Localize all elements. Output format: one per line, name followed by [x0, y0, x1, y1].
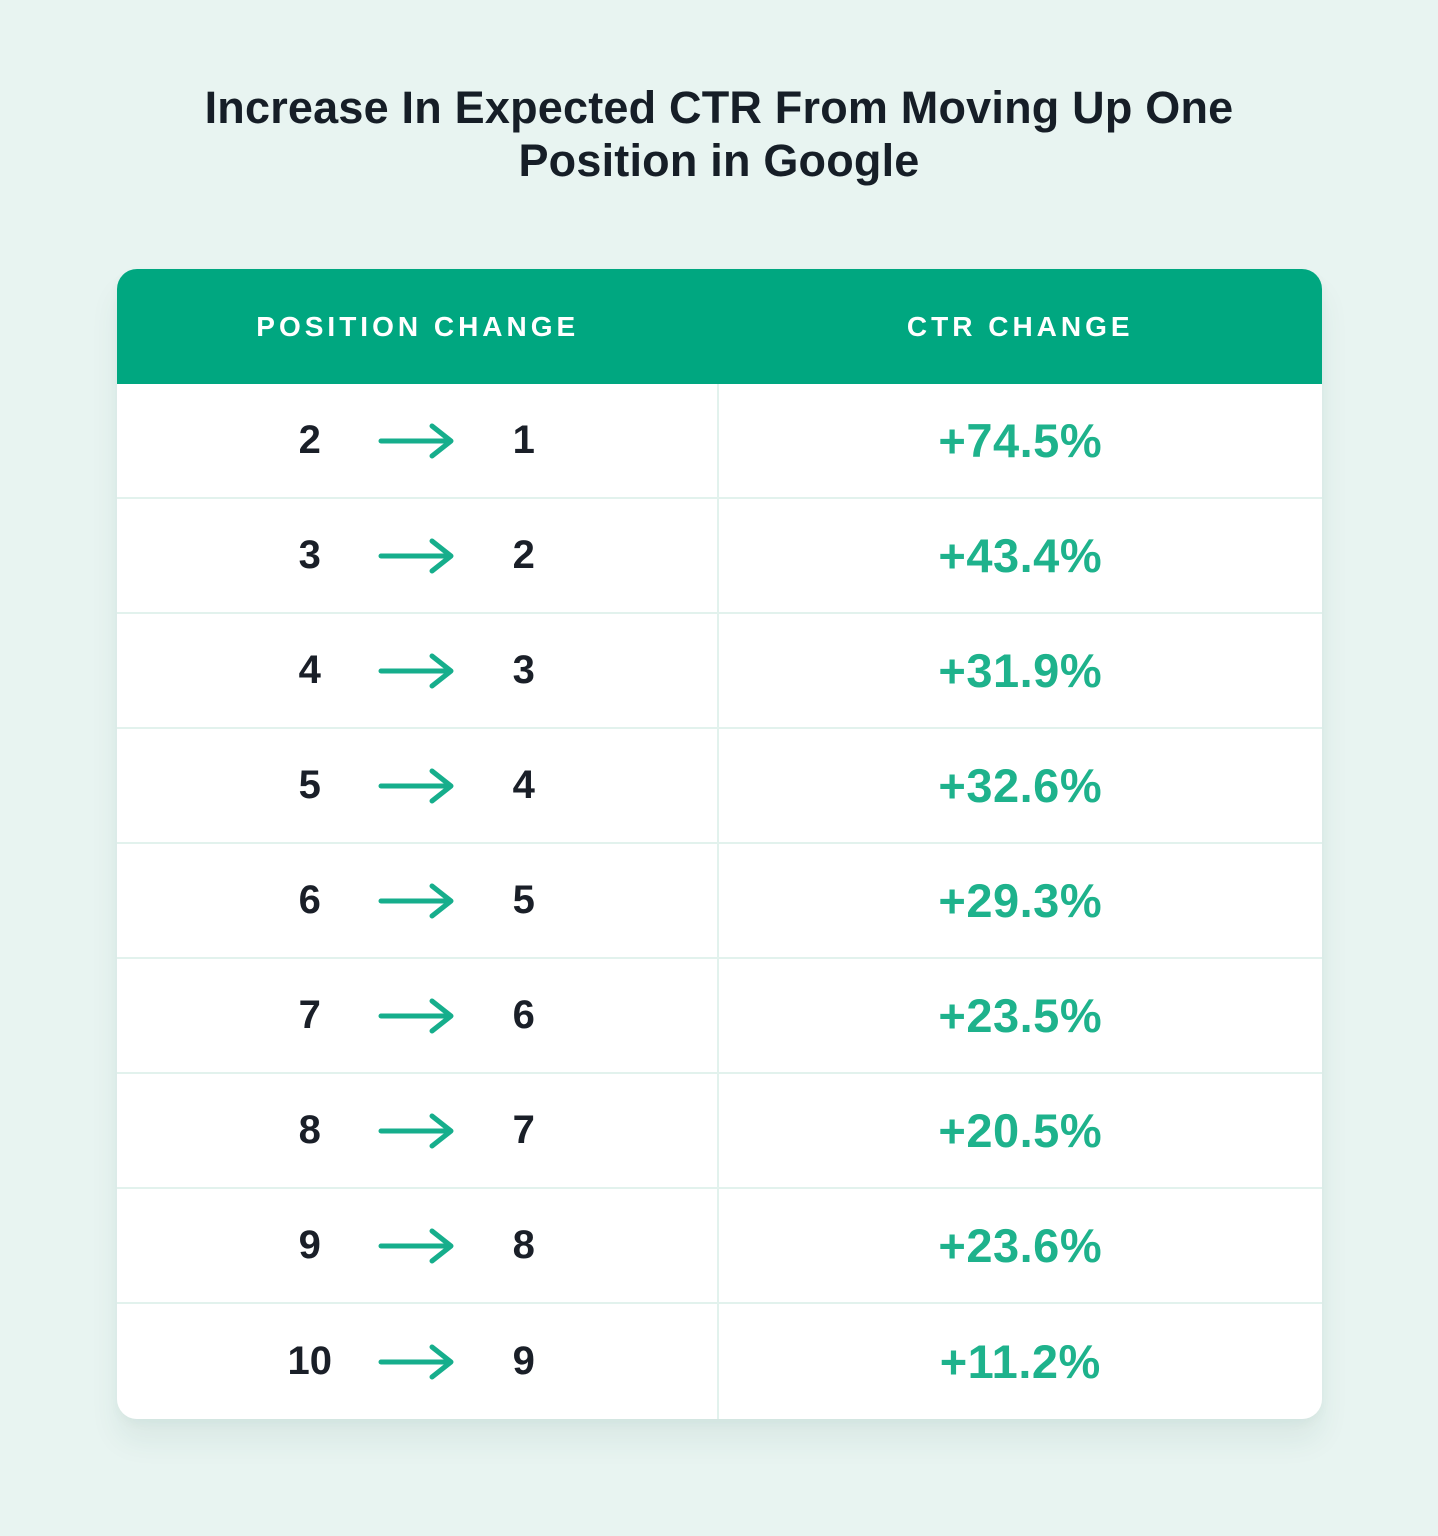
- ctr-change-cell: +43.4%: [719, 499, 1322, 612]
- table-row: 7 6 +23.5%: [116, 959, 1322, 1075]
- position-from: 2: [298, 418, 321, 463]
- position-from: 7: [298, 993, 321, 1038]
- position-change-cell: 8 7: [117, 1074, 719, 1188]
- right-arrow-icon: [378, 998, 456, 1034]
- ctr-change-cell: +11.2%: [719, 1304, 1322, 1419]
- position-change-cell: 4 3: [117, 614, 719, 728]
- position-from: 10: [287, 1339, 333, 1384]
- right-arrow-icon: [378, 423, 456, 459]
- right-arrow-icon: [378, 1113, 456, 1149]
- ctr-change-cell: +74.5%: [719, 384, 1322, 497]
- ctr-change-cell: +20.5%: [719, 1074, 1322, 1187]
- position-to: 4: [512, 763, 535, 808]
- position-to: 1: [512, 418, 535, 463]
- position-change-cell: 10 9: [117, 1304, 719, 1420]
- position-from: 8: [298, 1108, 321, 1153]
- ctr-change-value: +20.5%: [938, 1104, 1103, 1158]
- ctr-change-cell: +23.6%: [719, 1189, 1322, 1302]
- ctr-change-value: +29.3%: [938, 874, 1103, 928]
- position-change-cell: 9 8: [117, 1189, 719, 1303]
- header-cell-position-change: POSITION CHANGE: [256, 310, 580, 342]
- table-row: 5 4 +32.6%: [116, 729, 1322, 845]
- data-table: POSITION CHANGE CTR CHANGE 2 1 +74.5% 3: [116, 269, 1322, 1420]
- ctr-change-cell: +23.5%: [719, 959, 1322, 1072]
- table-row: 6 5 +29.3%: [116, 844, 1322, 960]
- ctr-change-value: +32.6%: [938, 759, 1103, 813]
- table-row: 10 9 +11.2%: [117, 1304, 1322, 1420]
- table-row: 3 2 +43.4%: [116, 499, 1322, 615]
- position-change-cell: 7 6: [117, 959, 719, 1073]
- position-change-cell: 2 1: [117, 384, 719, 498]
- position-to: 3: [512, 648, 535, 693]
- ctr-change-value: +43.4%: [938, 529, 1103, 583]
- table-body: 2 1 +74.5% 3 2 +43.4%: [116, 384, 1322, 1420]
- right-arrow-icon: [378, 768, 456, 804]
- position-from: 4: [298, 648, 321, 693]
- position-to: 6: [512, 993, 535, 1038]
- position-to: 7: [512, 1108, 535, 1153]
- ctr-change-cell: +31.9%: [719, 614, 1322, 727]
- position-change-cell: 5 4: [117, 729, 719, 843]
- right-arrow-icon: [378, 1228, 456, 1264]
- position-from: 9: [298, 1223, 321, 1268]
- table-row: 9 8 +23.6%: [116, 1189, 1322, 1305]
- table-row: 2 1 +74.5%: [116, 384, 1322, 500]
- right-arrow-icon: [378, 1344, 456, 1380]
- position-change-cell: 3 2: [117, 499, 719, 613]
- header-cell-ctr-change: CTR CHANGE: [906, 310, 1134, 342]
- position-from: 3: [298, 533, 321, 578]
- position-to: 9: [512, 1339, 535, 1384]
- right-arrow-icon: [378, 538, 456, 574]
- right-arrow-icon: [378, 653, 456, 689]
- ctr-change-value: +11.2%: [939, 1335, 1101, 1389]
- position-to: 5: [512, 878, 535, 923]
- chart-title: Increase In Expected CTR From Moving Up …: [204, 82, 1234, 186]
- ctr-change-value: +23.5%: [938, 989, 1103, 1043]
- ctr-change-cell: +32.6%: [719, 729, 1322, 842]
- ctr-change-cell: +29.3%: [719, 844, 1322, 957]
- table-row: 4 3 +31.9%: [116, 614, 1322, 730]
- ctr-change-value: +23.6%: [938, 1219, 1103, 1273]
- position-from: 5: [298, 763, 321, 808]
- right-arrow-icon: [378, 883, 456, 919]
- position-change-cell: 6 5: [117, 844, 719, 958]
- table-header: POSITION CHANGE CTR CHANGE: [116, 269, 1322, 385]
- ctr-change-value: +31.9%: [938, 644, 1103, 698]
- position-from: 6: [298, 878, 321, 923]
- table-row: 8 7 +20.5%: [116, 1074, 1322, 1190]
- position-to: 2: [512, 533, 535, 578]
- ctr-change-value: +74.5%: [938, 414, 1103, 468]
- position-to: 8: [512, 1223, 535, 1268]
